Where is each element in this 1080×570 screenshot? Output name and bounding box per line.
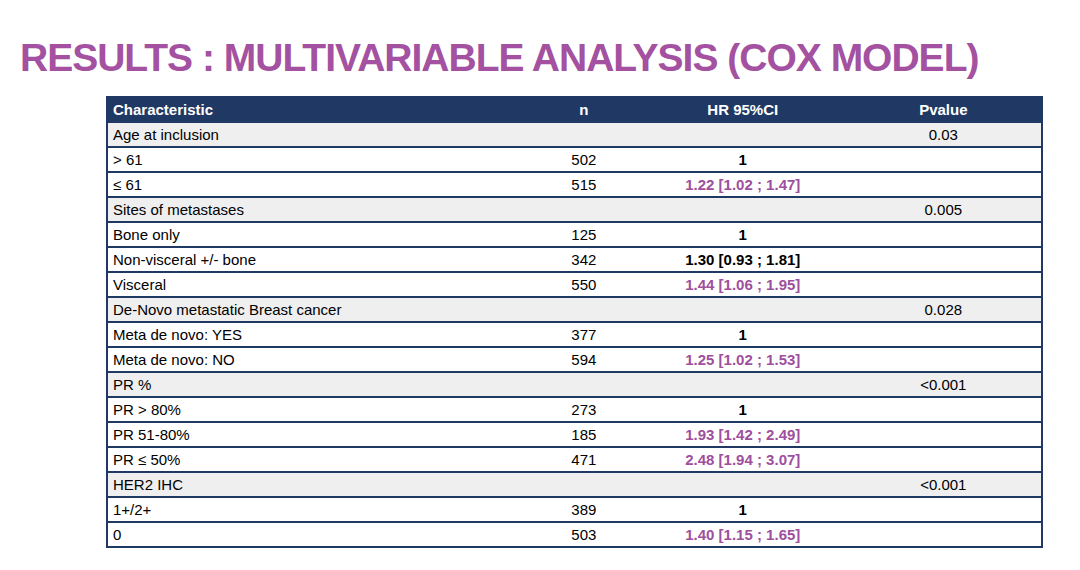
cox-model-results-table: Characteristic n HR 95%CI Pvalue Age at …: [106, 96, 1043, 548]
pvalue-cell: <0.001: [846, 372, 1042, 397]
n-cell: 550: [528, 272, 640, 297]
n-cell: [528, 372, 640, 397]
category-row: Sites of metastases 0.005: [107, 197, 1042, 222]
hr-95ci-cell: 1: [640, 222, 846, 247]
pvalue-cell: [846, 222, 1042, 247]
slide-title: RESULTS : MULTIVARIABLE ANALYSIS (COX MO…: [20, 36, 1070, 80]
header-pvalue: Pvalue: [846, 97, 1042, 122]
table-header: Characteristic n HR 95%CI Pvalue: [107, 97, 1042, 122]
hr-95ci-cell: [640, 372, 846, 397]
hr-95ci-cell: [640, 472, 846, 497]
characteristic-cell: Meta de novo: NO: [107, 347, 528, 372]
pvalue-cell: [846, 247, 1042, 272]
pvalue-cell: [846, 272, 1042, 297]
data-row: Bone only1251: [107, 222, 1042, 247]
pvalue-cell: 0.03: [846, 122, 1042, 147]
n-cell: 377: [528, 322, 640, 347]
pvalue-cell: [846, 397, 1042, 422]
header-characteristic: Characteristic: [107, 97, 528, 122]
pvalue-cell: 0.028: [846, 297, 1042, 322]
data-row: PR > 80%2731: [107, 397, 1042, 422]
n-cell: [528, 297, 640, 322]
pvalue-cell: 0.005: [846, 197, 1042, 222]
characteristic-cell: Bone only: [107, 222, 528, 247]
n-cell: 185: [528, 422, 640, 447]
characteristic-cell: HER2 IHC: [107, 472, 528, 497]
characteristic-cell: PR %: [107, 372, 528, 397]
category-row: PR % <0.001: [107, 372, 1042, 397]
data-row: Visceral5501.44 [1.06 ; 1.95]: [107, 272, 1042, 297]
pvalue-cell: [846, 497, 1042, 522]
n-cell: 342: [528, 247, 640, 272]
characteristic-cell: Age at inclusion: [107, 122, 528, 147]
characteristic-cell: 1+/2+: [107, 497, 528, 522]
hr-95ci-cell: [640, 297, 846, 322]
data-row: > 615021: [107, 147, 1042, 172]
characteristic-cell: ≤ 61: [107, 172, 528, 197]
n-cell: 594: [528, 347, 640, 372]
characteristic-cell: De-Novo metastatic Breast cancer: [107, 297, 528, 322]
data-row: Meta de novo: NO5941.25 [1.02 ; 1.53]: [107, 347, 1042, 372]
hr-95ci-cell: 1: [640, 497, 846, 522]
category-row: HER2 IHC <0.001: [107, 472, 1042, 497]
hr-95ci-cell: 1.22 [1.02 ; 1.47]: [640, 172, 846, 197]
hr-95ci-cell: [640, 122, 846, 147]
hr-95ci-cell: 1.40 [1.15 ; 1.65]: [640, 522, 846, 547]
header-n: n: [528, 97, 640, 122]
hr-95ci-cell: 1: [640, 147, 846, 172]
characteristic-cell: > 61: [107, 147, 528, 172]
characteristic-cell: PR > 80%: [107, 397, 528, 422]
pvalue-cell: [846, 322, 1042, 347]
category-row: De-Novo metastatic Breast cancer 0.028: [107, 297, 1042, 322]
n-cell: [528, 197, 640, 222]
n-cell: 273: [528, 397, 640, 422]
hr-95ci-cell: 1.44 [1.06 ; 1.95]: [640, 272, 846, 297]
n-cell: 471: [528, 447, 640, 472]
characteristic-cell: PR 51-80%: [107, 422, 528, 447]
category-row: Age at inclusion 0.03: [107, 122, 1042, 147]
data-row: Non-visceral +/- bone3421.30 [0.93 ; 1.8…: [107, 247, 1042, 272]
header-hr-95ci: HR 95%CI: [640, 97, 846, 122]
data-row: 1+/2+3891: [107, 497, 1042, 522]
table-body: Age at inclusion0.03> 615021≤ 615151.22 …: [107, 122, 1042, 547]
data-row: 05031.40 [1.15 ; 1.65]: [107, 522, 1042, 547]
n-cell: 515: [528, 172, 640, 197]
data-row: PR ≤ 50%4712.48 [1.94 ; 3.07]: [107, 447, 1042, 472]
n-cell: [528, 122, 640, 147]
n-cell: [528, 472, 640, 497]
characteristic-cell: 0: [107, 522, 528, 547]
pvalue-cell: [846, 522, 1042, 547]
characteristic-cell: Sites of metastases: [107, 197, 528, 222]
hr-95ci-cell: 1.25 [1.02 ; 1.53]: [640, 347, 846, 372]
n-cell: 389: [528, 497, 640, 522]
n-cell: 125: [528, 222, 640, 247]
n-cell: 502: [528, 147, 640, 172]
pvalue-cell: [846, 147, 1042, 172]
header-row: Characteristic n HR 95%CI Pvalue: [107, 97, 1042, 122]
hr-95ci-cell: 1.93 [1.42 ; 2.49]: [640, 422, 846, 447]
data-row: ≤ 615151.22 [1.02 ; 1.47]: [107, 172, 1042, 197]
pvalue-cell: [846, 447, 1042, 472]
characteristic-cell: Meta de novo: YES: [107, 322, 528, 347]
hr-95ci-cell: 1: [640, 322, 846, 347]
data-row: Meta de novo: YES3771: [107, 322, 1042, 347]
characteristic-cell: PR ≤ 50%: [107, 447, 528, 472]
pvalue-cell: [846, 347, 1042, 372]
data-row: PR 51-80%1851.93 [1.42 ; 2.49]: [107, 422, 1042, 447]
pvalue-cell: [846, 422, 1042, 447]
hr-95ci-cell: 1: [640, 397, 846, 422]
characteristic-cell: Non-visceral +/- bone: [107, 247, 528, 272]
characteristic-cell: Visceral: [107, 272, 528, 297]
hr-95ci-cell: 2.48 [1.94 ; 3.07]: [640, 447, 846, 472]
results-table-container: Characteristic n HR 95%CI Pvalue Age at …: [106, 96, 1043, 548]
hr-95ci-cell: 1.30 [0.93 ; 1.81]: [640, 247, 846, 272]
pvalue-cell: [846, 172, 1042, 197]
hr-95ci-cell: [640, 197, 846, 222]
n-cell: 503: [528, 522, 640, 547]
pvalue-cell: <0.001: [846, 472, 1042, 497]
